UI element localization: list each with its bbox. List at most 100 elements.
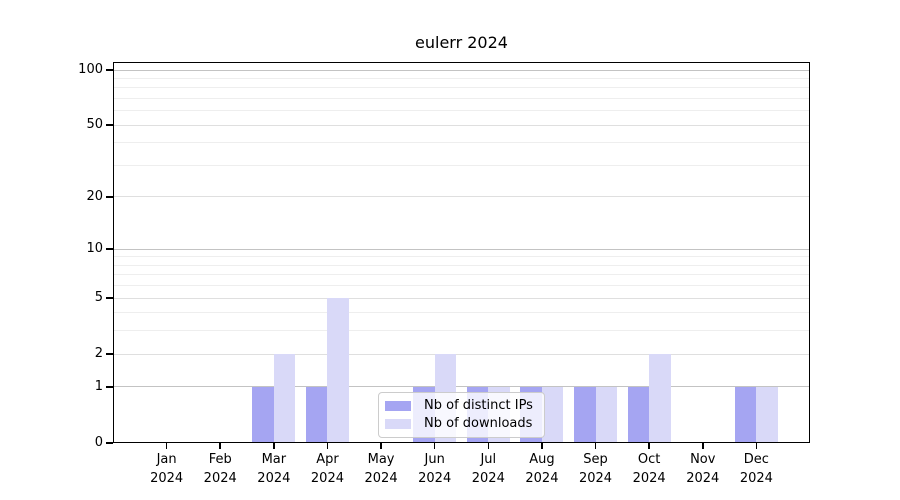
x-tick-year: 2024	[310, 471, 344, 486]
x-tick-year: 2024	[632, 471, 666, 486]
y-tick	[106, 196, 113, 198]
y-tick	[106, 69, 113, 71]
gridline-minor	[113, 312, 810, 314]
x-tick	[219, 443, 221, 449]
gridline-minor	[113, 330, 810, 332]
x-tick-month: Mar	[261, 452, 287, 467]
gridline-minor	[113, 142, 810, 144]
y-tick	[106, 124, 113, 126]
x-tick	[755, 443, 758, 449]
y-tick	[106, 386, 113, 388]
y-tick-label: 100	[78, 62, 103, 77]
y-tick	[106, 297, 113, 299]
x-tick-label-apr: Apr 2024	[295, 450, 359, 488]
x-tick-year: 2024	[418, 471, 452, 486]
x-tick-label-mar: Mar 2024	[242, 450, 306, 488]
legend-swatch-downloads-icon	[385, 419, 411, 429]
y-tick-label: 2	[94, 346, 103, 362]
gridline-minor	[113, 285, 810, 287]
y-tick	[106, 248, 113, 250]
x-tick-year: 2024	[471, 471, 505, 486]
y-tick	[106, 442, 113, 444]
legend-entry-downloads: Nb of downloads	[385, 415, 536, 433]
x-tick-month: Feb	[208, 452, 232, 467]
x-tick	[702, 443, 704, 449]
x-tick-label-oct: Oct 2024	[617, 450, 681, 488]
gridline-medium	[113, 124, 810, 126]
bar-downloads-sep	[595, 386, 618, 443]
x-tick-month: Apr	[316, 452, 339, 467]
gridline-medium	[113, 353, 810, 355]
plot-area	[113, 62, 810, 443]
x-tick	[648, 443, 650, 449]
bar-distinct-ips-oct	[627, 386, 650, 443]
gridline-minor	[113, 110, 810, 112]
gridline-major	[113, 69, 810, 71]
x-tick-label-nov: Nov 2024	[671, 450, 735, 488]
y-tick-label: 20	[86, 188, 103, 204]
x-tick-month: Jul	[480, 452, 497, 467]
legend-label-distinct-ips: Nb of distinct IPs	[424, 398, 533, 413]
bar-downloads-dec	[756, 386, 778, 443]
gridline-medium	[113, 297, 810, 299]
x-tick-label-jun: Jun 2024	[403, 450, 467, 488]
x-tick-year: 2024	[686, 471, 720, 486]
x-tick-month: Jun	[424, 452, 445, 467]
x-tick-label-aug: Aug 2024	[510, 450, 574, 488]
x-tick-label-dec: Dec 2024	[724, 450, 788, 488]
legend: Nb of distinct IPs Nb of downloads	[378, 392, 545, 438]
x-tick-month: Nov	[690, 452, 716, 467]
gridline-minor	[113, 77, 810, 79]
y-tick-label: 10	[86, 241, 103, 257]
bar-distinct-ips-dec	[734, 386, 757, 443]
gridline-major	[113, 248, 810, 250]
x-tick-year: 2024	[150, 471, 184, 486]
x-tick-year: 2024	[203, 471, 237, 486]
x-tick	[594, 443, 597, 449]
gridline-minor	[113, 164, 810, 166]
gridline-medium	[113, 196, 810, 198]
x-tick-label-jul: Jul 2024	[456, 450, 520, 488]
x-tick-month: Jan	[156, 452, 177, 467]
bar-distinct-ips-sep	[574, 386, 596, 443]
bar-downloads-oct	[649, 354, 671, 443]
x-tick	[380, 443, 382, 449]
gridline-minor	[113, 264, 810, 266]
y-tick-label: 5	[94, 290, 103, 306]
x-tick	[433, 443, 436, 449]
y-tick-label: 0	[94, 435, 103, 450]
bar-downloads-aug	[541, 386, 564, 443]
gridline-minor	[113, 87, 810, 89]
x-tick	[165, 443, 168, 449]
x-tick-label-feb: Feb 2024	[188, 450, 252, 488]
x-tick-label-sep: Sep 2024	[564, 450, 628, 488]
gridline-minor	[113, 274, 810, 276]
x-tick-year: 2024	[525, 471, 559, 486]
x-tick-month: Aug	[529, 452, 555, 467]
y-tick-label: 50	[86, 117, 103, 133]
y-tick	[106, 353, 113, 355]
bar-distinct-ips-apr	[305, 386, 328, 443]
x-tick	[541, 443, 543, 449]
legend-entry-distinct-ips: Nb of distinct IPs	[385, 397, 536, 415]
bar-downloads-apr	[327, 298, 349, 443]
x-tick-month: Oct	[637, 452, 661, 467]
legend-swatch-distinct-ips-icon	[385, 401, 411, 411]
bar-downloads-mar	[273, 354, 296, 443]
y-tick-label: 1	[94, 378, 103, 394]
x-tick-month: May	[367, 452, 395, 467]
x-tick-month: Sep	[583, 452, 608, 467]
x-tick-year: 2024	[739, 471, 773, 486]
x-tick-month: Dec	[743, 452, 769, 467]
gridline-major	[113, 386, 810, 388]
x-tick	[487, 443, 490, 449]
x-tick-year: 2024	[578, 471, 613, 486]
chart-title: eulerr 2024	[415, 33, 508, 52]
x-tick	[273, 443, 275, 449]
legend-label-downloads: Nb of downloads	[424, 416, 533, 431]
gridline-minor	[113, 256, 810, 258]
x-tick-label-may: May 2024	[349, 450, 413, 488]
x-tick-year: 2024	[257, 471, 291, 486]
x-tick-label-jan: Jan 2024	[135, 450, 199, 488]
